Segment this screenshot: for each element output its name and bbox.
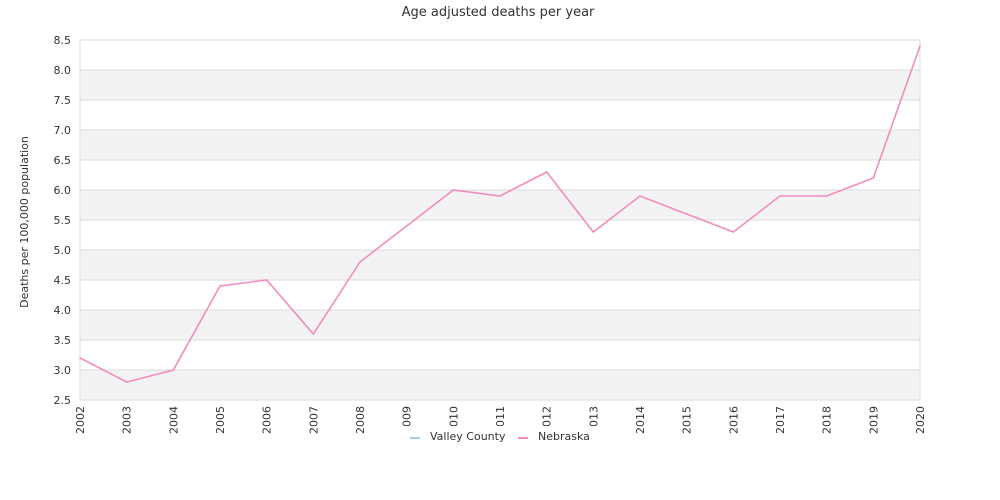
y-tick-label: 7.5 <box>54 94 72 107</box>
data-point <box>125 381 128 383</box>
data-point <box>405 225 408 227</box>
y-tick-label: 6.5 <box>54 154 72 167</box>
data-point <box>452 189 455 191</box>
x-tick-label: 2018 <box>821 406 834 434</box>
y-tick-label: 3.5 <box>54 334 72 347</box>
x-tick-label: 2004 <box>167 406 180 434</box>
x-tick-label: 2006 <box>261 406 274 434</box>
x-tick-label: 2005 <box>214 406 227 434</box>
data-point <box>265 279 268 281</box>
legend-background <box>402 426 598 444</box>
x-tick-label: 2020 <box>914 406 927 434</box>
x-tick-label: 2019 <box>867 406 880 434</box>
legend-label: Valley County <box>430 430 506 443</box>
data-point <box>545 171 548 173</box>
x-tick-label: 2017 <box>774 406 787 434</box>
y-tick-label: 6.0 <box>54 184 72 197</box>
x-tick-label: 2016 <box>727 406 740 434</box>
legend-label: Nebraska <box>538 430 590 443</box>
y-tick-label: 8.0 <box>54 64 72 77</box>
data-point <box>779 195 781 197</box>
legend: Valley County Nebraska <box>402 426 598 444</box>
chart-title: Age adjusted deaths per year <box>402 5 595 20</box>
data-point <box>825 195 828 197</box>
x-tick-label: 2014 <box>634 406 647 434</box>
grid-band <box>80 310 920 340</box>
data-point <box>639 195 641 197</box>
data-point <box>79 357 81 359</box>
y-tick-label: 3.0 <box>54 364 72 377</box>
data-point <box>499 195 501 197</box>
grid-band <box>80 370 920 400</box>
data-point <box>685 213 688 215</box>
y-tick-label: 2.5 <box>54 394 72 407</box>
data-point <box>219 285 221 287</box>
y-tick-label: 4.5 <box>54 274 72 287</box>
y-axis-label: Deaths per 100,000 population <box>18 136 31 308</box>
grid-band <box>80 190 920 220</box>
y-tick-label: 7.0 <box>54 124 72 137</box>
data-point <box>872 177 875 179</box>
x-tick-label: 2007 <box>307 406 320 434</box>
y-tick-label: 4.0 <box>54 304 72 317</box>
x-tick-label: 2003 <box>121 406 134 434</box>
grid-band <box>80 250 920 280</box>
x-tick-label: 2015 <box>681 406 694 434</box>
data-point <box>172 369 175 371</box>
x-tick-label: 2002 <box>74 406 87 434</box>
grid-band <box>80 70 920 100</box>
data-point <box>919 45 921 47</box>
y-tick-label: 8.5 <box>54 34 72 47</box>
x-tick-label: 2008 <box>354 406 367 434</box>
data-point <box>359 261 361 263</box>
y-tick-label: 5.5 <box>54 214 72 227</box>
y-tick-label: 5.0 <box>54 244 72 257</box>
data-point <box>312 333 315 335</box>
data-point <box>732 231 735 233</box>
data-point <box>592 231 595 233</box>
grid-band <box>80 130 920 160</box>
